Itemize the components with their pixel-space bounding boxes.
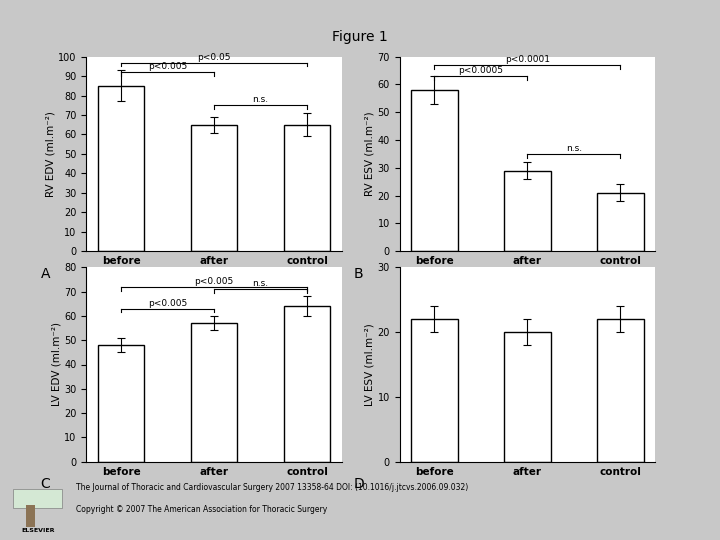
Text: p<0.0005: p<0.0005: [459, 66, 503, 75]
Bar: [284, 306, 330, 462]
Y-axis label: LV ESV (ml.m⁻²): LV ESV (ml.m⁻²): [365, 323, 374, 406]
Bar: [411, 90, 458, 251]
Text: The Journal of Thoracic and Cardiovascular Surgery 2007 13358-64 DOI: (10.1016/j: The Journal of Thoracic and Cardiovascul…: [76, 483, 468, 492]
Text: p<0.005: p<0.005: [148, 299, 187, 308]
Y-axis label: LV EDV (ml.m⁻²): LV EDV (ml.m⁻²): [52, 322, 61, 407]
Text: B: B: [354, 267, 363, 281]
Text: A: A: [40, 267, 50, 281]
Bar: [14, 489, 63, 508]
Text: C: C: [40, 477, 50, 491]
Bar: [504, 171, 551, 251]
Bar: [284, 125, 330, 251]
Text: p<0.0001: p<0.0001: [505, 55, 550, 64]
Bar: [504, 332, 551, 462]
Bar: [98, 345, 145, 462]
Bar: [411, 319, 458, 462]
Text: n.s.: n.s.: [253, 96, 269, 104]
Bar: [597, 193, 644, 251]
Bar: [98, 86, 145, 251]
Text: p<0.005: p<0.005: [148, 62, 187, 71]
Bar: [191, 125, 238, 251]
Bar: [191, 323, 238, 462]
Bar: [597, 319, 644, 462]
Bar: [26, 505, 35, 526]
Text: n.s.: n.s.: [253, 279, 269, 288]
Text: n.s.: n.s.: [566, 144, 582, 153]
Text: Figure 1: Figure 1: [332, 30, 388, 44]
Y-axis label: RV EDV (ml.m⁻²): RV EDV (ml.m⁻²): [45, 111, 55, 197]
Text: p<0.005: p<0.005: [194, 277, 234, 286]
Text: D: D: [354, 477, 364, 491]
Text: Copyright © 2007 The American Association for Thoracic Surgery: Copyright © 2007 The American Associatio…: [76, 505, 327, 514]
Y-axis label: RV ESV (ml.m⁻²): RV ESV (ml.m⁻²): [365, 112, 374, 196]
Text: p<0.05: p<0.05: [197, 52, 231, 62]
Text: ELSEVIER: ELSEVIER: [21, 528, 55, 533]
